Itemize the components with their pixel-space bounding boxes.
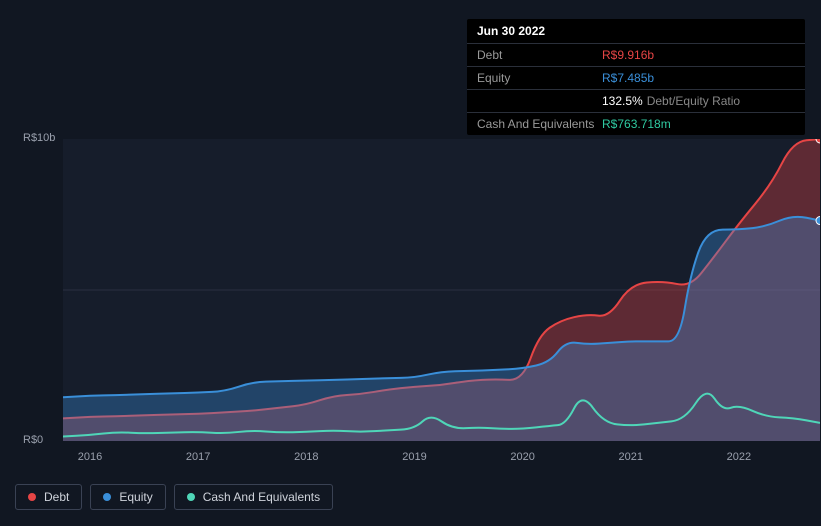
legend-marker-icon	[103, 493, 111, 501]
x-axis-tick-label: 2017	[186, 451, 210, 463]
y-axis-label: R$0	[23, 434, 43, 446]
tooltip-row: EquityR$7.485b	[467, 66, 805, 89]
end-marker-equity	[816, 217, 820, 225]
tooltip-row-label	[477, 94, 602, 108]
x-axis-tick-label: 2016	[78, 451, 102, 463]
legend-label: Debt	[44, 490, 69, 504]
tooltip-row: DebtR$9.916b	[467, 43, 805, 66]
tooltip-row-value: R$7.485b	[602, 71, 654, 85]
tooltip-date: Jun 30 2022	[467, 19, 805, 43]
legend-item-cash-and-equivalents[interactable]: Cash And Equivalents	[174, 484, 333, 510]
x-axis-tick-label: 2019	[402, 451, 426, 463]
tooltip-row-suffix: Debt/Equity Ratio	[647, 94, 740, 108]
tooltip-row-label: Equity	[477, 71, 602, 85]
tooltip-row-value: R$763.718m	[602, 117, 671, 131]
tooltip-row-label: Debt	[477, 48, 602, 62]
x-axis-tick-label: 2020	[510, 451, 534, 463]
chart-legend: Debt Equity Cash And Equivalents	[15, 484, 333, 510]
series-area-equity	[63, 217, 820, 441]
chart-tooltip: Jun 30 2022 DebtR$9.916bEquityR$7.485b13…	[467, 19, 805, 135]
tooltip-row-value: 132.5%	[602, 94, 643, 108]
legend-item-debt[interactable]: Debt	[15, 484, 82, 510]
tooltip-row-value: R$9.916b	[602, 48, 654, 62]
y-axis-label: R$10b	[23, 132, 55, 144]
legend-label: Equity	[119, 490, 152, 504]
tooltip-row-label: Cash And Equivalents	[477, 117, 602, 131]
legend-marker-icon	[187, 493, 195, 501]
legend-label: Cash And Equivalents	[203, 490, 320, 504]
legend-item-equity[interactable]: Equity	[90, 484, 165, 510]
x-axis-tick-label: 2021	[619, 451, 643, 463]
x-axis-tick-label: 2018	[294, 451, 318, 463]
chart-plot-area[interactable]	[63, 139, 820, 441]
tooltip-row: Cash And EquivalentsR$763.718m	[467, 112, 805, 135]
x-axis-tick-label: 2022	[727, 451, 751, 463]
legend-marker-icon	[28, 493, 36, 501]
tooltip-row: 132.5% Debt/Equity Ratio	[467, 89, 805, 112]
